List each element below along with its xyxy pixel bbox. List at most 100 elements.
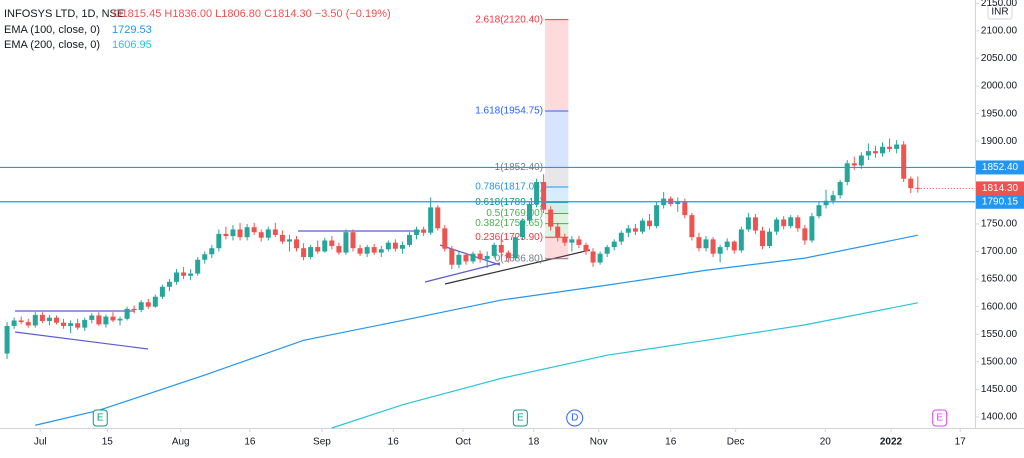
candle-body <box>844 163 850 183</box>
fib-label: 2.618(2120.40) <box>475 14 543 25</box>
x-tick-label: 15 <box>102 437 114 448</box>
candle-body <box>89 315 95 320</box>
candle-body <box>724 241 730 248</box>
event-marker <box>512 409 528 427</box>
candle-body <box>830 195 836 201</box>
trend-line <box>424 262 501 283</box>
candle-body <box>103 316 109 325</box>
candle-body <box>131 308 137 310</box>
candle-body <box>329 240 335 246</box>
candle-body <box>315 247 321 252</box>
x-tick-label: 20 <box>820 437 832 448</box>
fib-label: 0.382(1750.65) <box>475 218 543 229</box>
x-tick-label: Sep <box>313 437 331 448</box>
fib-band <box>545 19 569 111</box>
candle-body <box>534 182 540 205</box>
fib-band <box>545 186 569 203</box>
x-tick-label: 17 <box>955 437 967 448</box>
candle-body <box>512 237 518 259</box>
candle-body <box>901 144 907 179</box>
candle-body <box>378 249 384 253</box>
candle-body <box>336 245 342 253</box>
x-tick-label: Oct <box>455 437 471 448</box>
candle-body <box>343 232 349 253</box>
x-tick-label: Aug <box>172 437 190 448</box>
candle-body <box>872 151 878 154</box>
event-marker <box>92 409 108 427</box>
y-tick-label: 1550.00 <box>981 329 1018 340</box>
symbol: INFOSYS LTD, 1D, NSE <box>4 8 124 20</box>
candle-body <box>188 273 194 276</box>
last-price-label: 1814.30 <box>982 183 1019 194</box>
candle-body <box>887 146 893 149</box>
candle-body <box>195 259 201 274</box>
candle-body <box>82 319 88 328</box>
candle-body <box>442 228 448 249</box>
candle-body <box>519 220 525 238</box>
candle-body <box>4 325 10 354</box>
event-marker <box>566 409 584 427</box>
fib-label: 0.786(1817.00) <box>475 182 543 193</box>
candle-body <box>449 248 455 265</box>
candle-body <box>223 233 229 237</box>
candle-body <box>759 230 765 246</box>
candle-body <box>265 229 271 238</box>
event-label: E <box>517 413 524 424</box>
candle-body <box>752 217 758 231</box>
candle-body <box>569 239 575 243</box>
candle-body <box>682 201 688 216</box>
candle-body <box>837 182 843 196</box>
trend-lines <box>14 230 591 350</box>
candle-body <box>541 182 547 210</box>
candle-body <box>767 231 773 246</box>
candle-body <box>301 248 307 258</box>
y-tick-label: 1450.00 <box>981 384 1018 395</box>
candle-body <box>251 227 257 233</box>
event-label: E <box>97 413 104 424</box>
candle-body <box>675 201 681 205</box>
candle-body <box>625 228 631 233</box>
candle-body <box>647 220 653 227</box>
candle-body <box>781 219 787 227</box>
y-tick-label: 1500.00 <box>981 356 1018 367</box>
candle-body <box>477 253 483 260</box>
fib-label: 0.236(1725.90) <box>475 232 543 243</box>
candle-body <box>498 244 504 253</box>
candle-body <box>774 219 780 232</box>
candle-body <box>576 239 582 245</box>
currency-box <box>987 4 1013 20</box>
candle-body <box>527 204 533 221</box>
candle-body <box>802 228 808 241</box>
candle-body <box>159 286 165 297</box>
price-tag <box>976 160 1024 175</box>
event-label: E <box>936 413 943 424</box>
candle-body <box>61 322 67 326</box>
candle-body <box>294 239 300 249</box>
candle-body <box>816 205 822 217</box>
candle-body <box>505 252 511 259</box>
ema-line <box>331 302 918 429</box>
candle-body <box>96 315 102 325</box>
y-tick-label: 2000.00 <box>981 81 1018 92</box>
x-tick-label: 16 <box>665 437 677 448</box>
candle-body <box>308 247 314 258</box>
last-price-tag <box>976 181 1024 196</box>
candle-body <box>399 244 405 249</box>
candle-body <box>484 255 490 260</box>
y-tick-label: 2050.00 <box>981 53 1018 64</box>
fib-band <box>545 213 569 224</box>
ema-line <box>35 234 918 426</box>
candle-body <box>421 229 427 233</box>
legend-value: 1606.95 <box>112 39 152 51</box>
candle-body <box>555 226 561 238</box>
candle-body <box>562 237 568 243</box>
fib-label: 1.618(1954.75) <box>475 106 543 117</box>
candle-body <box>463 254 469 262</box>
fib-label: 0.618(1789.15) <box>475 197 543 208</box>
candle-body <box>166 281 172 287</box>
candle-body <box>428 207 434 233</box>
candle-body <box>138 302 144 310</box>
candle-body <box>880 146 886 154</box>
fib-label: 0.5(1769.00) <box>486 208 543 219</box>
candle-body <box>357 248 363 254</box>
